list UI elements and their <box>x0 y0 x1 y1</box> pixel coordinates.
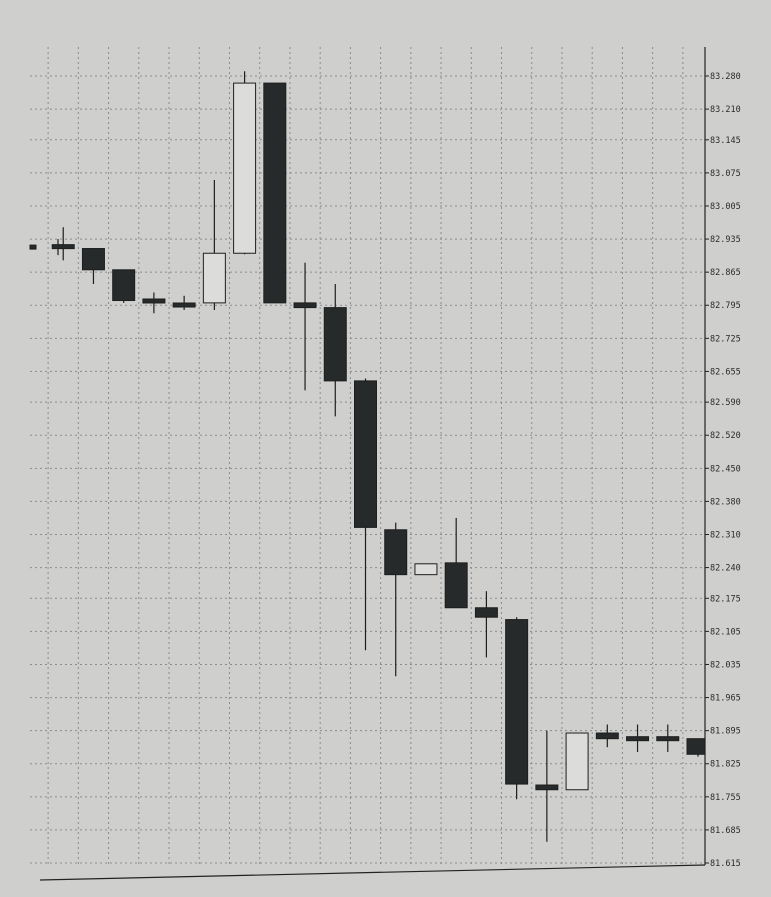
candle-body-bearish <box>354 380 377 528</box>
candle <box>172 295 196 310</box>
y-tick-label: 81.615 <box>710 859 741 869</box>
candle <box>414 563 438 576</box>
y-tick-label: 83.145 <box>710 136 741 146</box>
candle-body-bullish <box>233 82 257 254</box>
candle-body-bearish <box>626 736 650 742</box>
y-tick-label: 82.240 <box>710 564 741 574</box>
candles <box>29 71 706 842</box>
candle-body-bearish <box>29 244 37 250</box>
candle <box>293 262 317 391</box>
candle-body-bearish <box>81 248 105 271</box>
candle <box>202 179 226 310</box>
candle <box>51 227 75 261</box>
candle <box>112 269 136 303</box>
y-tick-label: 81.895 <box>710 727 741 737</box>
y-axis: 83.280 83.210 83.145 83.075 83.005 82.935 82.8… <box>39 47 741 881</box>
y-tick-label: 81.685 <box>710 826 741 836</box>
candle <box>354 378 377 651</box>
y-tick-label: 81.755 <box>710 793 741 803</box>
candle <box>656 724 680 752</box>
y-tick-label: 82.175 <box>710 594 741 604</box>
candle <box>384 522 408 677</box>
candle-body-bearish <box>51 244 75 250</box>
candle-body-bearish <box>535 784 559 791</box>
candle <box>81 248 105 284</box>
y-tick-label: 83.075 <box>710 169 741 179</box>
candle <box>626 724 650 752</box>
y-tick-label: 82.590 <box>710 398 741 408</box>
x-axis-line <box>39 864 706 881</box>
candle-body-bearish <box>384 529 408 576</box>
y-tick-label: 82.380 <box>710 497 741 507</box>
y-tick-label: 82.310 <box>710 530 741 540</box>
candle <box>595 724 619 748</box>
y-tick-label: 82.865 <box>710 268 741 278</box>
candle-body-bearish <box>474 607 498 618</box>
candle-body-bearish <box>263 82 287 304</box>
candle <box>233 71 257 255</box>
y-tick-label: 81.965 <box>710 694 741 704</box>
y-tick-label: 82.450 <box>710 464 741 474</box>
candle-body-bearish <box>656 736 680 742</box>
candle <box>142 292 166 314</box>
candle-body-bullish <box>565 732 589 791</box>
y-tick-label: 82.725 <box>710 334 741 344</box>
y-tick-label: 82.655 <box>710 367 741 377</box>
candle-body-bullish <box>414 563 438 576</box>
candle <box>474 591 498 658</box>
grid <box>30 47 705 865</box>
candle-body-bearish <box>595 732 619 740</box>
candle <box>535 730 559 842</box>
candle <box>686 738 706 757</box>
y-tick-label: 82.035 <box>710 660 741 670</box>
y-tick-label: 82.935 <box>710 235 741 245</box>
y-tick-label: 82.795 <box>710 301 741 311</box>
y-tick-label: 81.825 <box>710 760 741 770</box>
candle-body-bearish <box>323 307 347 382</box>
y-tick-label: 83.280 <box>710 72 741 82</box>
y-tick-label: 83.005 <box>710 202 741 212</box>
candle-body-bullish <box>202 252 226 304</box>
candle <box>565 732 589 791</box>
candle <box>263 82 287 304</box>
candle-body-bearish <box>172 302 196 308</box>
candle-body-bearish <box>444 562 468 609</box>
candle <box>444 517 468 609</box>
candle-body-bearish <box>112 269 136 302</box>
candle <box>505 617 529 800</box>
candle-body-bearish <box>142 298 166 304</box>
candle <box>323 283 347 417</box>
candle-body-bearish <box>293 302 317 309</box>
candle-body-bearish <box>505 619 529 785</box>
y-tick-label: 82.105 <box>710 627 741 637</box>
candle-body-bearish <box>686 738 706 755</box>
y-tick-label: 82.520 <box>710 431 741 441</box>
y-tick-label: 83.210 <box>710 105 741 115</box>
